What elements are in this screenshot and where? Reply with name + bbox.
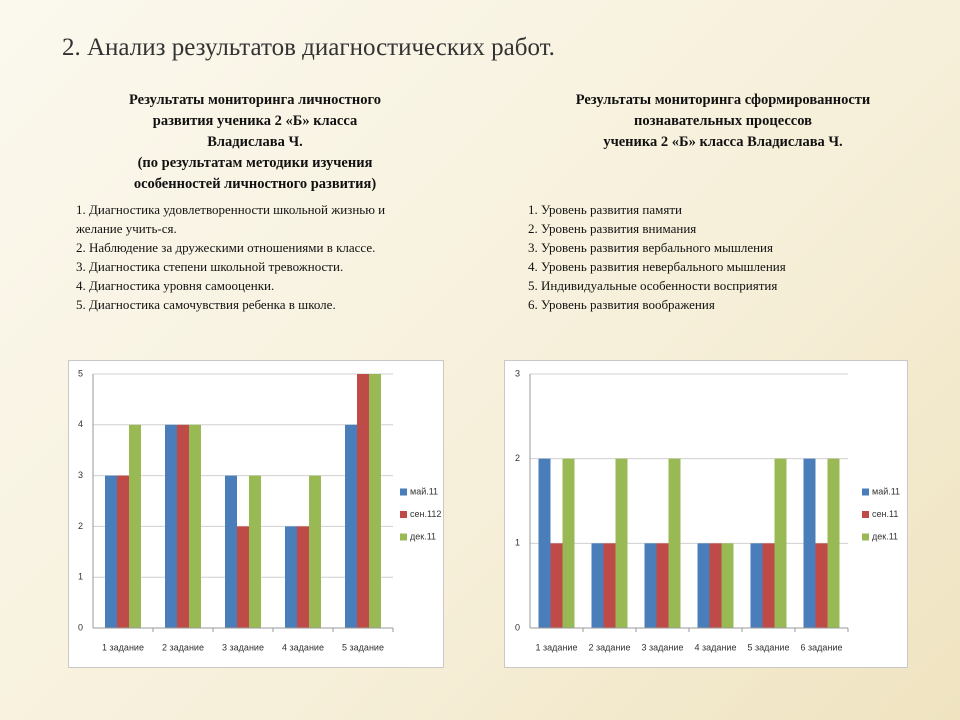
legend-swatch (400, 511, 407, 518)
x-tick-label: 5 задание (748, 642, 790, 652)
bar (249, 475, 261, 628)
y-tick-label: 4 (78, 419, 83, 429)
legend-swatch (400, 488, 407, 496)
bar (815, 543, 828, 628)
legend-label: сен.11 (872, 509, 898, 519)
list-item: 6. Уровень развития воображения (528, 297, 715, 312)
list-item: 1. Уровень развития памяти (528, 202, 682, 217)
legend-label: дек.11 (410, 531, 436, 541)
bar (225, 475, 237, 628)
bar (591, 543, 604, 628)
x-tick-label: 1 задание (102, 642, 144, 652)
chart: 0 1 2 3 4 5 1 задание 2 задание 3 задание 4 задан… (68, 360, 444, 668)
x-tick-label: 5 задание (342, 642, 384, 652)
list-item: 5. Индивидуальные особенности восприятия (528, 278, 778, 293)
x-tick-label: 4 задание (282, 642, 324, 652)
bar (189, 424, 201, 628)
y-tick-label: 5 (78, 368, 83, 378)
left-heading: Результаты мониторинга личностного развит… (70, 90, 440, 195)
bar (721, 543, 734, 628)
y-tick-label: 3 (515, 368, 520, 378)
x-tick-label: 1 задание (536, 642, 578, 652)
heading-line: ученика 2 «Б» класса Владислава Ч. (603, 134, 843, 150)
list-item: 2. Уровень развития внимания (528, 221, 697, 236)
bar (668, 458, 681, 628)
bar (615, 458, 628, 628)
bar (550, 543, 563, 628)
list-item: 3. Уровень развития вербального мышления (528, 240, 773, 255)
right-heading: Результаты мониторинга сформированности п… (508, 90, 938, 153)
bar (105, 475, 117, 628)
legend-swatch (862, 511, 869, 518)
x-tick-label: 4 задание (695, 642, 737, 652)
heading-line: (по результатам методики изучения (137, 155, 373, 171)
x-tick-label: 3 задание (642, 642, 684, 652)
bar (297, 526, 309, 628)
bar (129, 424, 141, 628)
right-list: 1. Уровень развития памяти 2. Уровень раз… (528, 200, 908, 314)
bar (345, 424, 357, 628)
y-tick-label: 1 (515, 538, 520, 548)
bar (538, 458, 551, 628)
x-tick-label: 2 задание (589, 642, 631, 652)
bar (774, 458, 787, 628)
list-item: 4. Уровень развития невербального мышлен… (528, 259, 786, 274)
chart: 0 1 2 3 1 задание 2 задание 3 задание 4 задание… (504, 360, 908, 668)
bar (117, 475, 129, 628)
list-item: 1. Диагностика удовлетворенности школьно… (76, 202, 386, 236)
x-tick-label: 2 задание (162, 642, 204, 652)
legend-swatch (862, 533, 869, 541)
legend-label: май.11 (872, 486, 900, 496)
heading-line: особенностей личностного развития) (133, 176, 377, 192)
bar (285, 526, 297, 628)
bar (562, 458, 575, 628)
heading-line: Результаты мониторинга личностного (129, 92, 381, 108)
heading-line: Владислава Ч. (207, 134, 303, 150)
left-list: 1. Диагностика удовлетворенности школьно… (76, 200, 416, 314)
legend-label: сен.112 (410, 509, 441, 519)
bar (165, 424, 177, 628)
bar (656, 543, 669, 628)
legend-label: дек.11 (872, 531, 898, 541)
legend-swatch (862, 488, 869, 496)
bar (177, 424, 189, 628)
x-tick-label: 6 задание (801, 642, 843, 652)
bar (644, 543, 657, 628)
list-item: 5. Диагностика самочувствия ребенка в шк… (76, 297, 336, 312)
bar (762, 543, 775, 628)
bar (369, 374, 381, 628)
list-item: 3. Диагностика степени школьной тревожно… (76, 259, 344, 274)
y-tick-label: 2 (78, 521, 83, 531)
legend-swatch (400, 533, 407, 541)
bar (237, 526, 249, 628)
list-item: 2. Наблюдение за дружескими отношениями … (76, 240, 376, 255)
y-tick-label: 0 (78, 622, 83, 632)
bar (697, 543, 710, 628)
y-tick-label: 2 (515, 453, 520, 463)
y-tick-label: 1 (78, 572, 83, 582)
x-tick-label: 3 задание (222, 642, 264, 652)
y-tick-label: 0 (515, 622, 520, 632)
bar (827, 458, 840, 628)
heading-line: Результаты мониторинга сформированности (575, 92, 871, 108)
bar (357, 374, 369, 628)
heading-line: познавательных процессов (634, 113, 812, 129)
bar (750, 543, 763, 628)
slide-title: 2. Анализ результатов диагностических ра… (62, 34, 555, 61)
heading-line: развития ученика 2 «Б» класса (152, 113, 358, 129)
y-tick-label: 3 (78, 470, 83, 480)
bar (309, 475, 321, 628)
bar (709, 543, 722, 628)
bar (803, 458, 816, 628)
legend-label: май.11 (410, 486, 438, 496)
list-item: 4. Диагностика уровня самооценки. (76, 278, 275, 293)
bar (603, 543, 616, 628)
